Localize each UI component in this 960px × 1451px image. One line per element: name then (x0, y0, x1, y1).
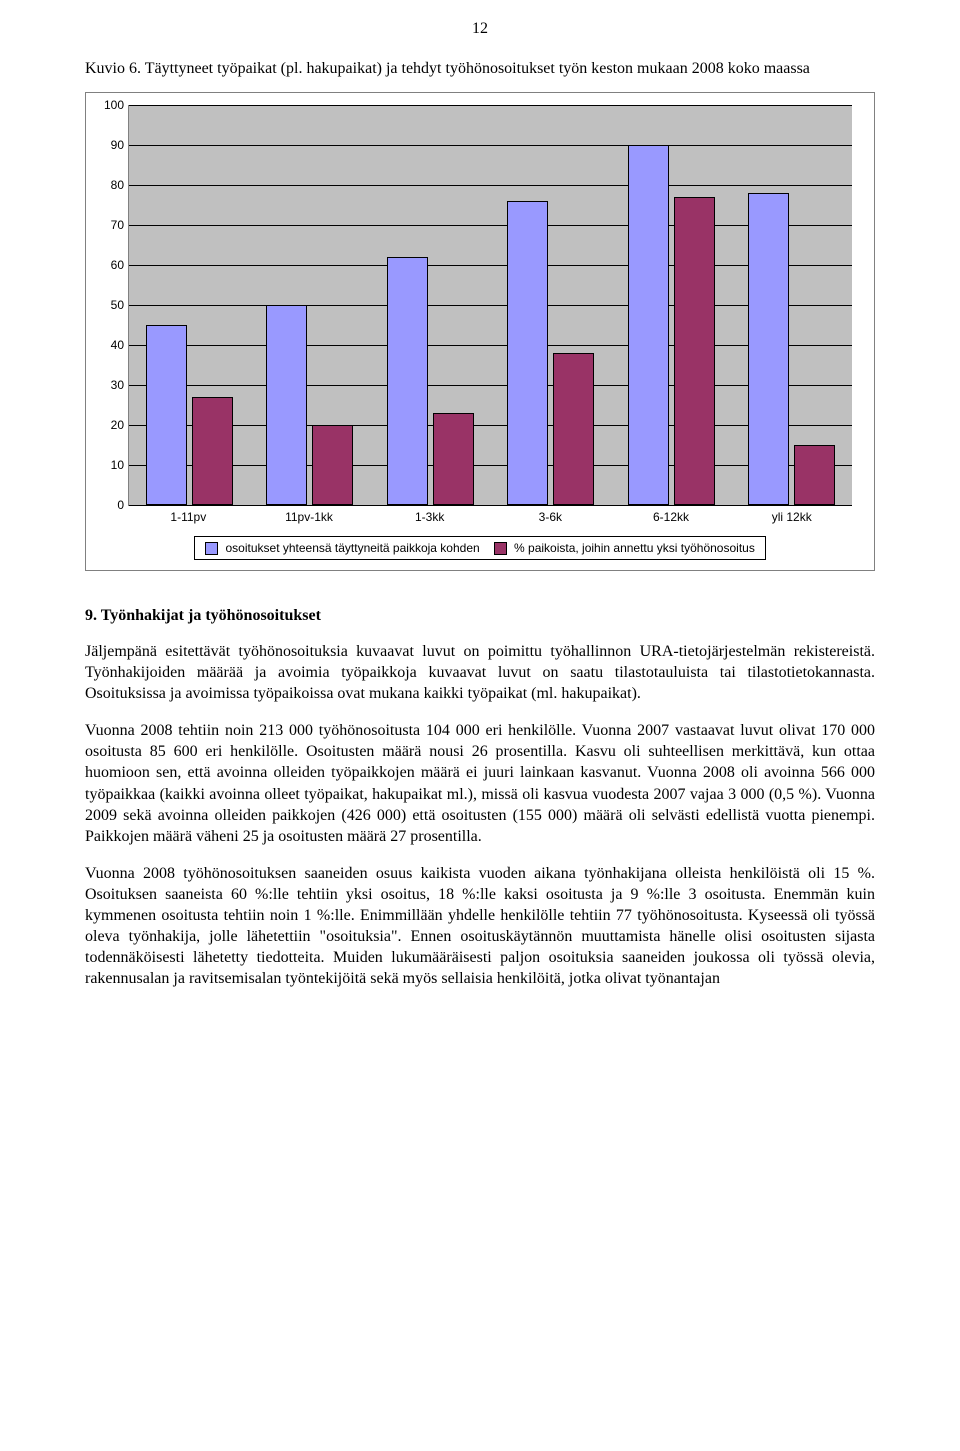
y-tick-label: 90 (99, 138, 124, 152)
chart-bar (266, 305, 307, 505)
section-heading: 9. Työnhakijat ja työhönosoitukset (85, 607, 875, 625)
y-tick-label: 20 (99, 418, 124, 432)
chart-category (250, 105, 371, 505)
chart-legend: osoitukset yhteensä täyttyneitä paikkoja… (194, 536, 766, 560)
chart-bar (674, 197, 715, 505)
x-tick-label: yli 12kk (731, 510, 852, 524)
chart-plot-area: 0102030405060708090100 (128, 105, 852, 506)
bars-row (129, 105, 852, 505)
chart-category (491, 105, 612, 505)
y-tick-label: 50 (99, 298, 124, 312)
chart-container: 0102030405060708090100 1-11pv11pv-1kk1-3… (85, 92, 875, 571)
legend-label: % paikoista, joihin annettu yksi työhöno… (514, 541, 755, 555)
y-tick-label: 30 (99, 378, 124, 392)
chart-bar (748, 193, 789, 505)
chart-bar (192, 397, 233, 505)
x-tick-label: 6-12kk (611, 510, 732, 524)
legend-swatch-icon (494, 542, 507, 555)
body-paragraph: Vuonna 2008 tehtiin noin 213 000 työhöno… (85, 720, 875, 847)
chart-category (611, 105, 732, 505)
chart-bar (628, 145, 669, 505)
chart-bar (507, 201, 548, 505)
page-number: 12 (85, 20, 875, 38)
figure-title: Kuvio 6. Täyttyneet työpaikat (pl. hakup… (85, 58, 875, 80)
document-page: 12 Kuvio 6. Täyttyneet työpaikat (pl. ha… (0, 0, 960, 1046)
y-tick-label: 0 (99, 498, 124, 512)
x-tick-label: 1-3kk (369, 510, 490, 524)
chart-category (129, 105, 250, 505)
y-tick-label: 80 (99, 178, 124, 192)
x-tick-label: 11pv-1kk (249, 510, 370, 524)
y-tick-label: 40 (99, 338, 124, 352)
y-tick-label: 70 (99, 218, 124, 232)
chart-category (732, 105, 853, 505)
legend-swatch-icon (205, 542, 218, 555)
chart-bar (387, 257, 428, 505)
y-tick-label: 60 (99, 258, 124, 272)
legend-item-0: osoitukset yhteensä täyttyneitä paikkoja… (205, 541, 480, 555)
x-tick-label: 3-6k (490, 510, 611, 524)
chart-x-axis: 1-11pv11pv-1kk1-3kk3-6k6-12kkyli 12kk (128, 510, 852, 524)
y-tick-label: 10 (99, 458, 124, 472)
chart-bar (312, 425, 353, 505)
chart-category (370, 105, 491, 505)
body-paragraph: Jäljempänä esitettävät työhönosoituksia … (85, 641, 875, 704)
legend-item-1: % paikoista, joihin annettu yksi työhöno… (494, 541, 755, 555)
chart-bar (553, 353, 594, 505)
body-paragraph: Vuonna 2008 työhönosoituksen saaneiden o… (85, 863, 875, 990)
legend-label: osoitukset yhteensä täyttyneitä paikkoja… (226, 541, 480, 555)
y-tick-label: 100 (99, 98, 124, 112)
chart-bar (146, 325, 187, 505)
gridline (129, 505, 852, 506)
chart-bar (794, 445, 835, 505)
x-tick-label: 1-11pv (128, 510, 249, 524)
chart-bar (433, 413, 474, 505)
